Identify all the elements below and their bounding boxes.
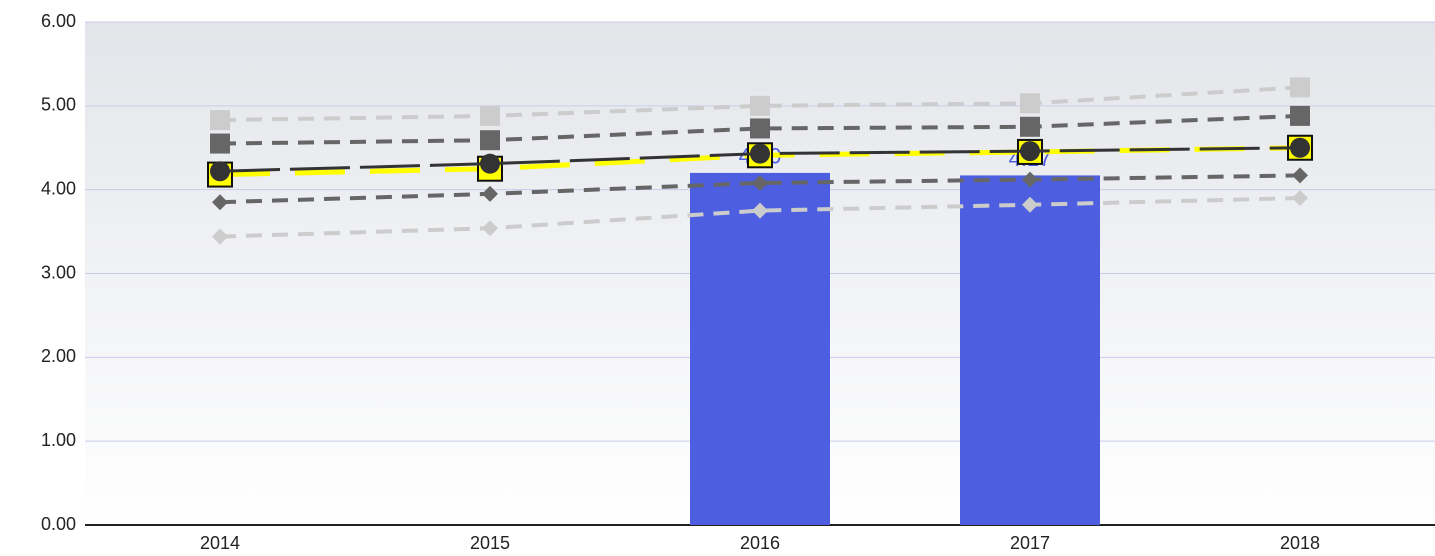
x-tick-label: 2016: [740, 533, 780, 553]
marker: [1022, 196, 1038, 213]
marker: [210, 161, 230, 182]
marker: [750, 95, 770, 116]
y-tick-label: 1.00: [41, 430, 76, 450]
bar: [690, 172, 830, 525]
y-tick-label: 5.00: [41, 95, 76, 115]
marker: [1290, 105, 1310, 126]
marker: [1020, 116, 1040, 137]
marker: [752, 174, 768, 191]
marker: [1290, 137, 1310, 158]
marker: [1022, 171, 1038, 188]
x-tick-label: 2018: [1280, 533, 1320, 553]
marker: [482, 220, 498, 237]
y-tick-label: 0.00: [41, 514, 76, 534]
marker: [1292, 167, 1308, 184]
marker: [212, 228, 228, 245]
marker: [480, 130, 500, 151]
marker: [210, 133, 230, 154]
y-tick-label: 3.00: [41, 262, 76, 282]
marker: [1020, 93, 1040, 114]
marker: [752, 202, 768, 219]
x-tick-label: 2017: [1010, 533, 1050, 553]
x-tick-label: 2015: [470, 533, 510, 553]
marker: [1292, 190, 1308, 207]
marker: [480, 105, 500, 126]
marker: [750, 143, 770, 164]
y-tick-label: 2.00: [41, 346, 76, 366]
y-tick-label: 4.00: [41, 178, 76, 198]
y-tick-label: 6.00: [41, 11, 76, 31]
marker: [210, 110, 230, 131]
marker: [1020, 141, 1040, 162]
bar: [960, 175, 1100, 526]
marker: [750, 118, 770, 139]
marker: [480, 153, 500, 174]
marker: [212, 194, 228, 211]
marker: [1290, 77, 1310, 98]
x-tick-label: 2014: [200, 533, 240, 553]
marker: [482, 185, 498, 202]
